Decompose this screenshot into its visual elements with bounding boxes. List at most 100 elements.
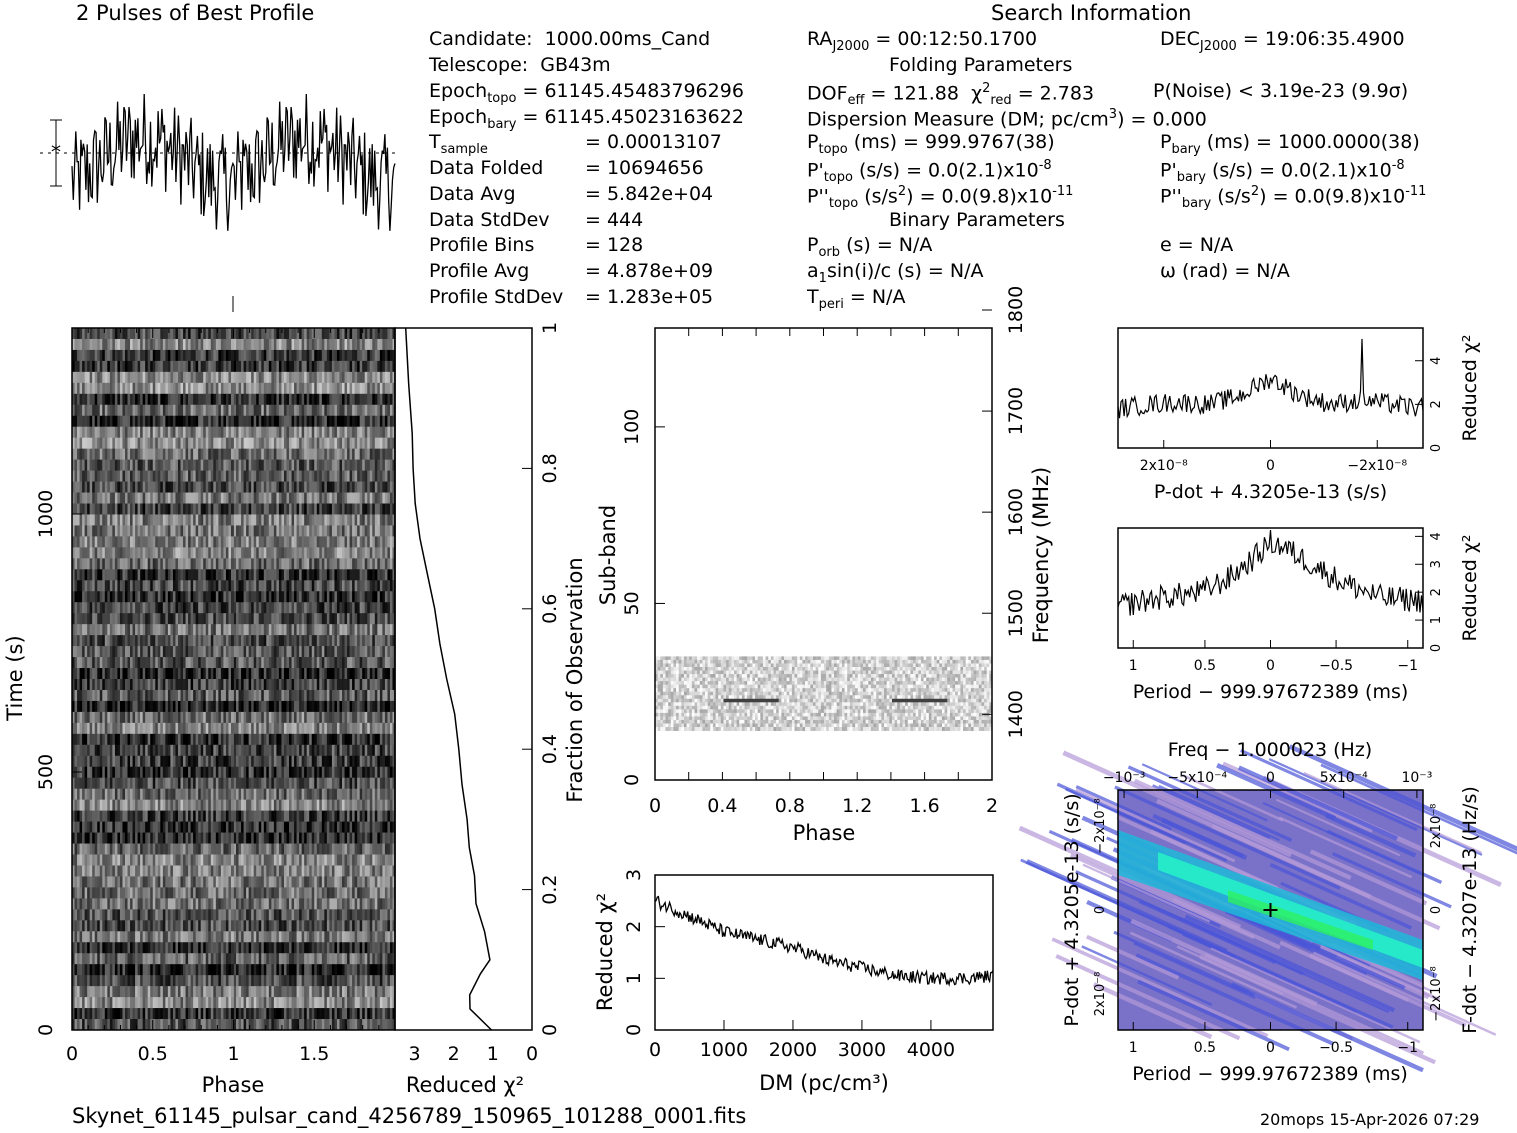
pixel [374, 459, 378, 471]
pixel [276, 426, 280, 439]
pixel [94, 679, 98, 691]
pixel [296, 492, 300, 504]
pixel [246, 459, 250, 471]
pixel [210, 569, 214, 581]
pixel [377, 349, 381, 362]
pixel [220, 525, 224, 537]
pixel [97, 591, 101, 603]
pixel [294, 657, 297, 669]
pixel [309, 349, 313, 362]
pixel [104, 514, 108, 526]
pixel [162, 338, 166, 351]
pixel [220, 635, 224, 647]
pixel [228, 602, 232, 614]
pixel [258, 338, 262, 351]
pixel [99, 744, 103, 757]
pixel [102, 646, 106, 658]
pixel [389, 711, 393, 724]
pixel [188, 448, 192, 461]
pixel [246, 371, 250, 384]
pixel [84, 722, 88, 735]
pixel [306, 689, 310, 702]
pixel [316, 393, 320, 406]
pixel [94, 657, 98, 669]
pixel [200, 338, 204, 351]
pixel [180, 514, 184, 526]
pixel [137, 624, 141, 636]
pixel [319, 481, 323, 493]
pixel [319, 536, 323, 548]
pixel [132, 492, 136, 504]
pixel [230, 514, 234, 526]
pixel [228, 558, 232, 570]
pixel [165, 700, 169, 713]
pixel [238, 503, 242, 515]
pixel [99, 700, 103, 713]
pixel [331, 689, 335, 702]
pixel [92, 547, 96, 559]
pixel [205, 689, 209, 702]
pixel [215, 668, 219, 680]
pixel [130, 635, 133, 647]
pixel [142, 393, 146, 406]
pixel [364, 459, 368, 471]
pixel [170, 503, 174, 515]
pixel [273, 711, 277, 724]
pixel [119, 624, 123, 636]
pixel [213, 371, 217, 384]
pixel [124, 525, 128, 537]
pixel [82, 349, 86, 362]
pixel [251, 415, 255, 428]
pixel [198, 338, 202, 351]
pixel [203, 613, 207, 625]
pixel [283, 613, 287, 625]
pixel [374, 360, 378, 373]
pixel [309, 360, 313, 373]
pixel [306, 558, 310, 570]
pixel [170, 711, 174, 724]
pixel [155, 689, 159, 702]
pixel [205, 569, 209, 581]
pixel [309, 744, 313, 757]
pixel [344, 349, 348, 362]
pixel [205, 360, 209, 373]
pixel [334, 613, 338, 625]
pixel [230, 679, 234, 691]
pixel [382, 492, 386, 504]
pixel [188, 547, 192, 559]
pixel [251, 689, 255, 702]
pixel [157, 459, 161, 471]
pixel [331, 382, 335, 395]
pixel [162, 624, 166, 636]
pixel [369, 360, 373, 373]
pixel [215, 569, 219, 581]
pixel [185, 481, 189, 493]
pixel [208, 689, 212, 702]
pixel [74, 349, 78, 362]
pixel [155, 481, 159, 493]
pixel [268, 338, 272, 351]
pixel [321, 415, 325, 428]
pixel [213, 602, 217, 614]
pixel [238, 569, 242, 581]
pixel [175, 492, 179, 504]
pixel [104, 338, 108, 351]
pixel [172, 481, 176, 493]
pixel [97, 525, 101, 537]
pixel [299, 613, 303, 625]
pixel [130, 613, 133, 625]
pixel [160, 328, 164, 340]
pixel [329, 646, 333, 658]
pixel [220, 492, 224, 504]
pixel [193, 668, 197, 680]
pixel [357, 591, 361, 603]
pixel [92, 360, 96, 373]
pixel [142, 328, 146, 340]
pixel [334, 635, 338, 647]
pixel [246, 426, 250, 439]
pixel [155, 503, 159, 515]
pixel [195, 569, 199, 581]
pixel [273, 580, 277, 592]
pixel [92, 580, 96, 592]
pixel [150, 624, 154, 636]
